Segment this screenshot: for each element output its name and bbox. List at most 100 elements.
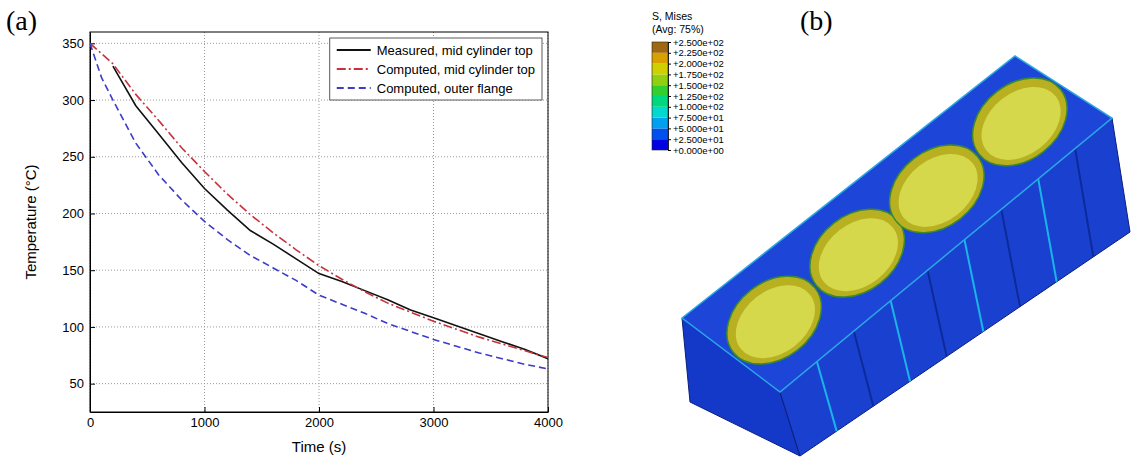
colorbar-swatch (652, 42, 668, 53)
colorbar-swatch (652, 118, 668, 129)
grid-line (90, 326, 548, 327)
plot-frame (90, 32, 548, 412)
legend: Measured, mid cylinder topComputed, mid … (330, 38, 542, 100)
tick-mark (90, 213, 95, 214)
block-rib (817, 362, 837, 432)
block-rib (1038, 179, 1056, 282)
tick-mark (668, 64, 671, 65)
block-rib (854, 331, 874, 406)
tick: +1.250e+02 (668, 91, 724, 102)
panel-a: (a)0100020003000400050100150200250300350… (6, 5, 563, 455)
legend-box (330, 38, 542, 100)
panel-b: +2.500e+02+2.250e+02+2.000e+02+1.750e+02… (652, 5, 1130, 456)
tick-mark (668, 128, 671, 129)
legend-swatch (337, 49, 371, 51)
tick-label: +7.500e+01 (673, 112, 724, 123)
tick-label: 100 (62, 320, 84, 335)
tick-label: 150 (62, 263, 84, 278)
colorbar-swatch (652, 85, 668, 96)
tick-mark (668, 139, 671, 140)
lines (90, 43, 548, 369)
tick-label: 350 (62, 36, 84, 51)
colorbar-title: S, Mises (652, 10, 692, 22)
tick-label: +1.250e+02 (673, 91, 724, 102)
grid-line (90, 156, 548, 157)
y-axis-title: Temperature (°C) (22, 164, 39, 279)
block-rib (964, 240, 983, 332)
tick: +1.750e+02 (668, 69, 724, 80)
tick-mark (90, 327, 95, 328)
colorbar-swatch (652, 64, 668, 75)
tick: +2.250e+02 (668, 47, 724, 58)
tick-label: 0 (87, 415, 94, 430)
colorbar-frame (652, 42, 668, 150)
tick: +1.500e+02 (668, 80, 724, 91)
tick-label: 1000 (191, 415, 220, 430)
tick-label: +2.250e+02 (673, 47, 724, 58)
colorbar-axis: +2.500e+02+2.250e+02+2.000e+02+1.750e+02… (668, 37, 724, 156)
engine-block (682, 56, 1130, 456)
tick-label: 4000 (534, 415, 563, 430)
colorbar-swatch (652, 96, 668, 107)
cylinder-rim (955, 60, 1084, 184)
tick-mark (319, 407, 320, 412)
tick: +0.000e+00 (668, 145, 724, 156)
tick: +2.500e+02 (668, 37, 724, 48)
tick-mark (90, 384, 95, 385)
legend-swatch (337, 68, 371, 70)
data-line (113, 66, 548, 359)
tick-mark (205, 407, 206, 412)
tick: 3000 (420, 407, 449, 430)
tick-label: 50 (70, 376, 84, 391)
legend-label: Measured, mid cylinder top (377, 43, 533, 58)
grid-line (90, 383, 548, 384)
tick: 50 (70, 376, 95, 391)
grid-line (319, 32, 320, 412)
tick: +2.000e+02 (668, 58, 724, 69)
tick-label: +1.750e+02 (673, 69, 724, 80)
colorbar-subtitle: (Avg: 75%) (652, 23, 704, 35)
x-axis-title: Time (s) (292, 438, 346, 455)
tick-mark (668, 118, 671, 119)
tick: 1000 (191, 407, 220, 430)
cylinder-bore (884, 139, 992, 242)
cylinder-bore (722, 270, 830, 373)
tick-label: 200 (62, 206, 84, 221)
block-rib (891, 301, 910, 382)
tick-mark (90, 157, 95, 158)
block-rib (928, 270, 947, 356)
panel-label: (a) (6, 5, 37, 36)
tick: +5.000e+01 (668, 123, 724, 134)
tick-label: 300 (62, 93, 84, 108)
legend-swatch (337, 87, 371, 89)
tick-label: +1.500e+02 (673, 80, 724, 91)
tick-label: +5.000e+01 (673, 123, 724, 134)
block-deck (682, 56, 1112, 392)
tick-mark (668, 150, 671, 151)
tick-label: +2.500e+01 (673, 134, 724, 145)
tick: 2000 (305, 407, 334, 430)
cylinder (955, 60, 1084, 184)
colorbar-swatch (652, 53, 668, 64)
cylinder-bore (967, 72, 1075, 175)
colorbar: +2.500e+02+2.250e+02+2.000e+02+1.750e+02… (652, 37, 724, 156)
tick-mark (668, 53, 671, 54)
tick-mark (434, 407, 435, 412)
tick-mark (668, 85, 671, 86)
colorbar-swatch (652, 128, 668, 139)
tick: +2.500e+01 (668, 134, 724, 145)
grid-line (90, 270, 548, 271)
tick-label: +2.500e+02 (673, 37, 724, 48)
tick-label: 3000 (420, 415, 449, 430)
tick-label: +0.000e+00 (673, 145, 724, 156)
data-line (90, 43, 548, 369)
tick-mark (668, 42, 671, 43)
grid-line (90, 213, 548, 214)
data-line (90, 43, 548, 357)
panel-label: (b) (800, 5, 833, 36)
tick: +1.000e+02 (668, 101, 724, 112)
colorbar-swatch (652, 139, 668, 150)
x-axis: 0 1000 2000 3000 4000 (87, 407, 563, 430)
colorbar-swatch (652, 107, 668, 118)
figure: (a)0100020003000400050100150200250300350… (0, 0, 1137, 462)
